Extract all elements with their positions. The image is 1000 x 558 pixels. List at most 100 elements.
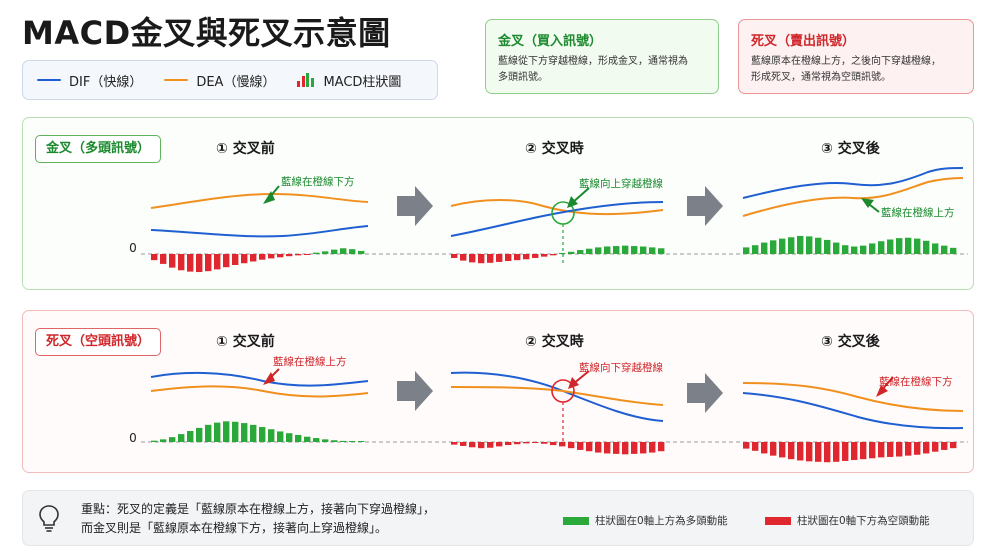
histogram-bar [241, 423, 248, 442]
histogram-bar [842, 442, 849, 461]
histogram-bar [806, 442, 813, 462]
flow-arrow-icon [687, 373, 723, 413]
histogram-bar [932, 442, 939, 452]
histogram-bar [349, 441, 356, 442]
histogram-bar [541, 442, 548, 444]
annotation-before: 藍線在橙線下方 [281, 175, 355, 188]
dif-line-after [742, 392, 964, 430]
histogram-bar [250, 424, 257, 442]
histogram-bar [313, 438, 320, 442]
histogram-bar [788, 442, 795, 460]
histogram-bar [941, 442, 948, 450]
annotation-crossing: 藍線向上穿越橙線 [579, 177, 663, 190]
step-before: ① 交叉前 [216, 141, 275, 157]
histogram-bar [196, 254, 203, 273]
histogram-bar [824, 239, 831, 254]
annotation-after: 藍線在橙線上方 [881, 206, 955, 219]
histogram-bar [752, 442, 759, 451]
histogram-bar [842, 245, 849, 254]
key-point-line: 重點：死叉的定義是「藍線原本在橙線上方，接著向下穿過橙線」， [81, 502, 436, 516]
histogram-bar [286, 433, 293, 442]
histogram-bar [313, 252, 320, 254]
histogram-bar [896, 238, 903, 254]
golden-cross-callout-line: 多頭訊號。 [498, 72, 548, 83]
page-title: MACD金叉與死叉示意圖 [22, 14, 391, 52]
histogram-bar [896, 442, 903, 457]
histogram-bar [178, 434, 185, 442]
golden-cross-callout-title: 金叉（買入訊號） [498, 34, 603, 49]
histogram-bar [887, 239, 894, 254]
histogram-bar [613, 246, 620, 254]
negative-histogram-note: 柱狀圖在0軸下方為空頭動能 [797, 515, 930, 527]
step-after: ③ 交叉後 [821, 334, 880, 350]
legend: DIF（快線） DEA（慢線） MACD柱狀圖 [22, 60, 438, 100]
histogram-bar [613, 442, 620, 454]
histogram-bar [914, 238, 921, 254]
golden-cross-callout: 金叉（買入訊號） 藍線從下方穿越橙線，形成金叉，通常視為 多頭訊號。 [485, 19, 719, 94]
histogram-bar [878, 442, 885, 458]
histogram-bar [559, 253, 566, 254]
histogram-bar [761, 442, 768, 454]
histogram-bar [223, 421, 230, 442]
histogram-bar [743, 247, 750, 254]
death-cross-callout-text: 藍線原本在橙線上方，之後向下穿越橙線， 形成死叉，通常視為空頭訊號。 [751, 54, 961, 86]
histogram-bar [833, 442, 840, 462]
legend-item-dea: DEA（慢線） [164, 71, 275, 90]
histogram-bar [878, 241, 885, 254]
histogram-bar [151, 440, 158, 442]
dea-line-crossing [450, 386, 664, 406]
histogram-bar [469, 254, 476, 263]
legend-dea-label: DEA（慢線） [196, 74, 276, 90]
histogram-bar [205, 254, 212, 272]
negative-histogram-key: 柱狀圖在0軸下方為空頭動能 [765, 513, 930, 528]
histogram-bar [277, 254, 284, 258]
histogram-bar [631, 442, 638, 454]
histogram-bar [752, 245, 759, 254]
key-points-bar: 重點：死叉的定義是「藍線原本在橙線上方，接著向下穿過橙線」， 而金叉則是「藍線原… [22, 490, 974, 546]
histogram-bar [860, 442, 867, 460]
arrow-head-icon [876, 385, 888, 397]
histogram-bar [568, 442, 575, 449]
histogram-bar [187, 431, 194, 442]
histogram-bar [304, 254, 311, 255]
histogram-bar [451, 442, 458, 445]
histogram-bar [658, 442, 665, 452]
death-cross-callout: 死叉（賣出訊號） 藍線原本在橙線上方，之後向下穿越橙線， 形成死叉，通常視為空頭… [738, 19, 974, 94]
histogram-bar [815, 442, 822, 462]
arrow-head-icon [567, 196, 578, 208]
dif-line-swatch [37, 79, 61, 81]
histogram-bar [905, 237, 912, 254]
histogram-bar [905, 442, 912, 456]
legend-macd-label: MACD柱狀圖 [323, 74, 402, 90]
histogram-bar [622, 245, 629, 254]
dea-line-before [150, 385, 369, 398]
histogram-bar [887, 442, 894, 457]
key-point-line: 而金叉則是「藍線原本在橙線下方，接著向上穿過橙線」。 [81, 521, 388, 535]
dea-line-swatch [164, 79, 189, 81]
histogram-bar [788, 237, 795, 254]
death-cross-callout-line: 形成死叉，通常視為空頭訊號。 [751, 72, 891, 83]
step-crossing: ② 交叉時 [525, 334, 584, 350]
golden-cross-badge: 金叉（多頭訊號） [35, 135, 162, 163]
flow-arrow-icon [397, 186, 433, 226]
histogram-bar [268, 254, 275, 259]
histogram-bar [631, 246, 638, 254]
histogram-bar [932, 243, 939, 254]
histogram-bar [761, 242, 768, 254]
golden-cross-diagram: 藍線在橙線下方 藍線向上穿越橙線 藍線在橙線上方 0 [129, 167, 968, 273]
histogram-bar [214, 422, 221, 442]
histogram-bar [460, 254, 467, 261]
zero-label: 0 [129, 431, 137, 445]
key-points-text: 重點：死叉的定義是「藍線原本在橙線上方，接著向下穿過橙線」， 而金叉則是「藍線原… [81, 500, 435, 538]
histogram-bar [604, 442, 611, 454]
histogram-bar [568, 251, 575, 254]
golden-cross-panel: 藍線在橙線下方 藍線向上穿越橙線 藍線在橙線上方 0 金叉（多頭訊號） ① 交叉… [22, 117, 974, 290]
histogram-bar [860, 245, 867, 254]
histogram-bar [770, 442, 777, 456]
histogram-bar [232, 421, 239, 442]
histogram-bar [514, 254, 521, 261]
zero-label: 0 [129, 241, 137, 255]
histogram-bar [451, 254, 458, 258]
histogram-bar [160, 439, 167, 442]
histogram-bar [640, 442, 647, 454]
